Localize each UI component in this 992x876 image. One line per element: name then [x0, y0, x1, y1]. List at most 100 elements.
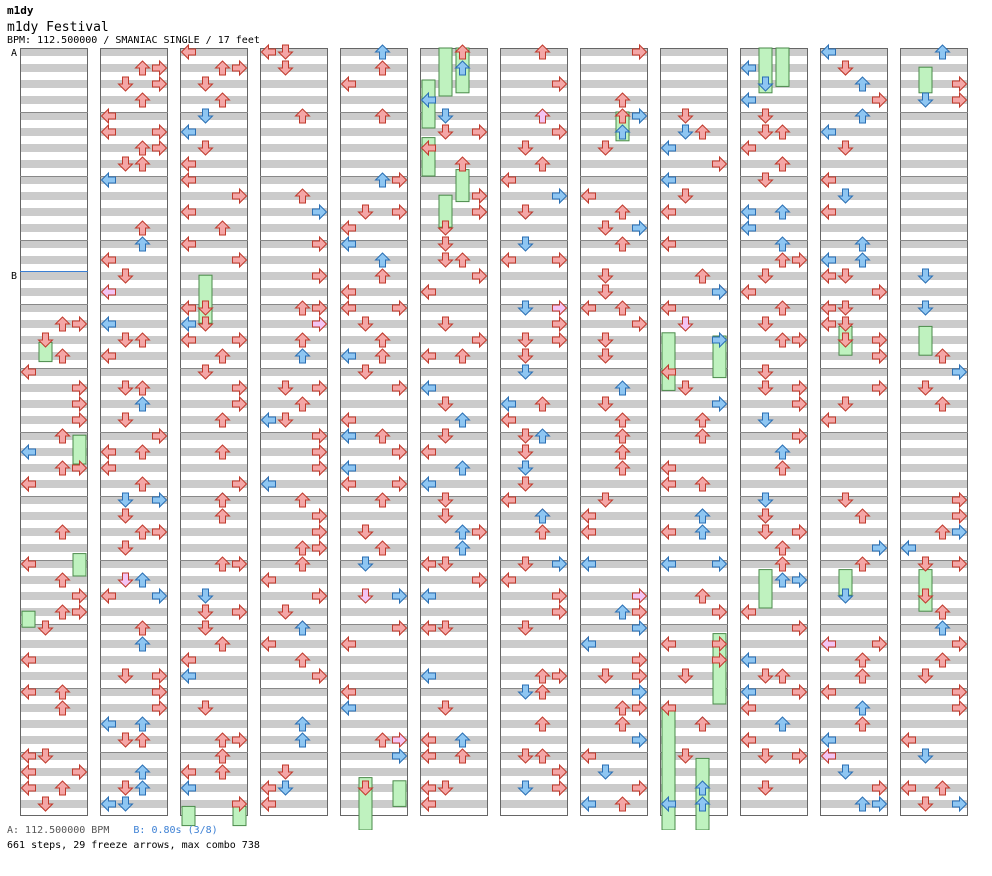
beat-stripe — [740, 176, 808, 184]
beat-stripe — [100, 352, 168, 360]
beat-stripe — [820, 80, 888, 88]
step-arrow — [437, 220, 454, 236]
step-arrow — [20, 747, 36, 765]
step-arrow — [517, 748, 534, 764]
beat-stripe — [420, 640, 488, 648]
beat-stripe — [580, 112, 648, 120]
step-arrow — [712, 395, 728, 413]
step-arrow — [900, 779, 916, 797]
step-arrow — [72, 459, 88, 477]
beat-stripe — [20, 112, 88, 120]
beat-stripe — [500, 384, 568, 392]
beat-stripe — [660, 304, 728, 312]
step-arrow — [340, 411, 356, 429]
step-arrow — [100, 251, 116, 269]
beat-stripe — [740, 160, 808, 168]
beat-stripe — [500, 144, 568, 152]
freeze-arrow — [455, 169, 470, 203]
step-arrow — [374, 108, 391, 124]
step-arrow — [134, 732, 151, 748]
step-arrow — [374, 332, 391, 348]
beat-stripe — [180, 784, 248, 792]
beat-stripe — [820, 144, 888, 152]
beat-stripe — [420, 448, 488, 456]
beat-stripe — [820, 96, 888, 104]
step-arrow — [552, 331, 568, 349]
beat-stripe — [420, 128, 488, 136]
step-arrow — [54, 604, 71, 620]
step-arrow — [72, 603, 88, 621]
beat-stripe — [100, 640, 168, 648]
beat-stripe — [420, 112, 488, 120]
step-arrow — [294, 108, 311, 124]
beat-stripe — [740, 624, 808, 632]
beat-stripe — [660, 624, 728, 632]
beat-stripe — [580, 688, 648, 696]
step-arrow — [437, 316, 454, 332]
beat-stripe — [100, 384, 168, 392]
step-arrow — [54, 780, 71, 796]
step-arrow — [197, 140, 214, 156]
beat-stripe — [500, 464, 568, 472]
step-arrow — [374, 268, 391, 284]
step-arrow — [420, 347, 436, 365]
step-arrow — [952, 491, 968, 509]
step-arrow — [152, 699, 168, 717]
beat-stripe — [580, 96, 648, 104]
footer-timing: A: 112.500000 BPM B: 0.80s (3/8) — [7, 825, 218, 836]
step-arrow — [517, 300, 534, 316]
step-arrow — [472, 267, 488, 285]
step-arrow — [312, 267, 328, 285]
step-arrow — [197, 620, 214, 636]
step-arrow — [872, 779, 888, 797]
step-arrow — [517, 556, 534, 572]
freeze-arrow — [712, 633, 727, 705]
step-arrow — [37, 620, 54, 636]
step-arrow — [757, 492, 774, 508]
step-arrow — [420, 139, 436, 157]
step-arrow — [694, 508, 711, 524]
beat-stripe — [100, 432, 168, 440]
beat-stripe — [500, 672, 568, 680]
beat-stripe — [260, 688, 328, 696]
step-arrow — [837, 588, 854, 604]
step-arrow — [757, 172, 774, 188]
beat-stripe — [20, 288, 88, 296]
step-arrow — [580, 635, 596, 653]
step-arrow — [20, 683, 36, 701]
step-arrow — [952, 507, 968, 525]
step-arrow — [820, 267, 836, 285]
beat-stripe — [180, 384, 248, 392]
beat-stripe — [420, 608, 488, 616]
step-arrow — [117, 156, 134, 172]
beat-stripe — [100, 448, 168, 456]
step-arrow — [872, 283, 888, 301]
beat-stripe — [740, 784, 808, 792]
beat-stripe — [340, 768, 408, 776]
beat-stripe — [900, 320, 968, 328]
beat-stripe — [660, 464, 728, 472]
step-arrow — [597, 284, 614, 300]
step-arrow — [454, 748, 471, 764]
step-arrow — [392, 619, 408, 637]
beat-stripe — [100, 624, 168, 632]
beat-stripe — [100, 720, 168, 728]
beat-stripe — [420, 208, 488, 216]
step-arrow — [552, 315, 568, 333]
step-arrow — [472, 123, 488, 141]
step-arrow — [437, 492, 454, 508]
step-arrow — [597, 140, 614, 156]
step-arrow — [100, 347, 116, 365]
beat-stripe — [740, 192, 808, 200]
beat-stripe — [500, 656, 568, 664]
step-arrow — [357, 364, 374, 380]
step-arrow — [294, 300, 311, 316]
step-arrow — [54, 524, 71, 540]
step-arrow — [677, 668, 694, 684]
step-arrow — [232, 187, 248, 205]
step-arrow — [872, 795, 888, 813]
step-arrow — [792, 331, 808, 349]
beat-stripe — [740, 576, 808, 584]
beat-stripe — [580, 752, 648, 760]
step-arrow — [392, 475, 408, 493]
